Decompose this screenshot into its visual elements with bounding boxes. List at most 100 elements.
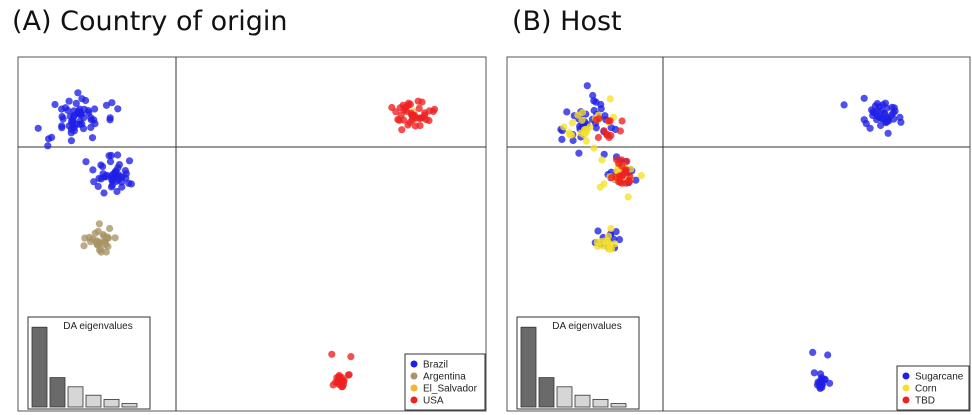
data-point	[590, 106, 598, 115]
legend-box	[404, 353, 486, 411]
data-point	[416, 122, 424, 130]
data-point	[877, 121, 885, 130]
data-point	[601, 112, 609, 120]
data-point	[625, 177, 634, 186]
eigenvalues-inset	[27, 316, 151, 410]
data-point	[91, 105, 99, 113]
data-point	[615, 236, 624, 244]
data-point	[590, 97, 598, 105]
data-point	[102, 234, 110, 242]
data-point	[103, 171, 111, 179]
eigenvalues-title: DA eigenvalues	[552, 321, 622, 332]
data-point	[111, 169, 119, 177]
panel-a-title: (A) Country of origin	[12, 6, 288, 37]
data-point	[121, 167, 129, 175]
data-point	[408, 111, 416, 119]
legend-label: Sugarcane	[915, 372, 964, 383]
data-point	[592, 124, 600, 132]
legend-label: USA	[423, 396, 444, 407]
eigenvalue-bar	[121, 403, 138, 408]
eigenvalue-bar	[103, 398, 120, 408]
data-point	[637, 172, 645, 180]
data-point	[578, 116, 586, 124]
data-point	[59, 115, 67, 123]
data-point	[623, 157, 631, 165]
eigenvalue-bar	[574, 394, 591, 408]
eigenvalue-bar	[67, 386, 84, 408]
data-point	[125, 157, 134, 165]
data-point	[810, 369, 818, 377]
data-point	[100, 189, 108, 197]
data-point	[816, 382, 825, 390]
data-point	[616, 127, 625, 135]
data-point	[74, 89, 82, 97]
data-point	[347, 353, 355, 361]
legend-label: Brazil	[423, 360, 448, 371]
data-point	[632, 176, 640, 184]
data-point	[82, 158, 90, 166]
data-point	[72, 99, 80, 107]
data-point	[102, 248, 110, 256]
eigenvalue-bar	[592, 398, 609, 408]
data-point	[106, 224, 114, 233]
data-point	[615, 159, 623, 168]
data-point	[583, 82, 591, 90]
data-point	[611, 240, 619, 248]
legend-marker	[902, 372, 910, 380]
data-point	[400, 116, 408, 124]
data-point	[883, 115, 891, 123]
data-point	[51, 100, 59, 109]
data-point	[600, 150, 608, 158]
data-point	[600, 180, 608, 188]
data-point	[597, 105, 605, 113]
data-point	[608, 174, 616, 182]
data-point	[840, 101, 848, 109]
data-point	[890, 115, 898, 123]
data-point	[95, 174, 103, 182]
data-point	[877, 107, 885, 115]
data-point	[594, 133, 603, 142]
data-point	[884, 129, 892, 137]
data-point	[592, 116, 600, 124]
data-point	[582, 137, 591, 145]
data-point	[97, 245, 105, 253]
data-point	[69, 118, 77, 126]
legend-marker	[902, 384, 910, 392]
legend-marker	[410, 396, 418, 404]
data-point	[88, 134, 97, 142]
data-point	[809, 348, 817, 356]
data-point	[888, 103, 896, 111]
data-point	[560, 123, 568, 131]
data-point	[607, 224, 615, 233]
data-point	[569, 136, 577, 145]
data-point	[618, 179, 626, 187]
data-point	[78, 95, 86, 103]
eigenvalues-inset	[516, 316, 640, 410]
data-point	[65, 97, 73, 105]
data-point	[618, 117, 626, 125]
legend-label: TBD	[915, 396, 935, 407]
data-point	[590, 144, 598, 152]
panel-b-title: (B) Host	[512, 6, 622, 37]
data-point	[79, 125, 88, 133]
data-point	[575, 149, 583, 157]
legend-marker	[902, 396, 910, 404]
data-point	[340, 377, 348, 386]
data-point	[566, 131, 574, 139]
data-point	[328, 350, 336, 358]
data-point	[44, 142, 52, 150]
legend-marker	[410, 384, 418, 392]
data-point	[574, 111, 582, 119]
data-point	[563, 108, 571, 116]
data-point	[394, 115, 402, 124]
eigenvalues-title: DA eigenvalues	[63, 321, 133, 332]
data-point	[425, 116, 433, 125]
data-point	[111, 234, 119, 242]
data-point	[67, 137, 75, 145]
data-point	[91, 120, 99, 128]
data-point	[333, 374, 341, 382]
data-point	[74, 109, 82, 117]
data-point	[70, 124, 78, 132]
data-point	[118, 183, 126, 191]
data-point	[603, 130, 611, 138]
